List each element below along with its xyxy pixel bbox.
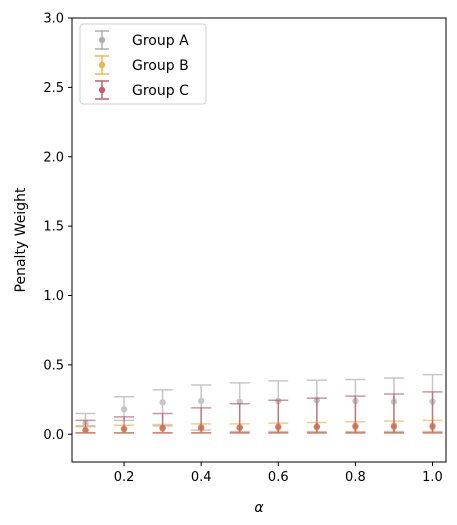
legend-item-group-b: Group B [95, 55, 189, 75]
chart-marks [75, 373, 443, 434]
y-tick-label: 2.0 [43, 150, 64, 165]
x-tick-label: 0.8 [345, 470, 366, 485]
x-tick-label: 0.4 [191, 470, 212, 485]
x-axis-title: α [254, 500, 264, 516]
data-point [313, 423, 321, 430]
data-point [197, 424, 205, 431]
data-point [236, 424, 243, 431]
legend-box [79, 23, 207, 105]
data-point [120, 425, 128, 432]
data-point [390, 422, 398, 430]
legend-item-group-a: Group A [95, 30, 189, 50]
data-point [429, 422, 436, 430]
series-group-c [75, 391, 443, 434]
legend-label: Group C [132, 83, 189, 99]
data-point [159, 424, 166, 432]
y-tick-label: 0.5 [43, 358, 64, 373]
data-point [82, 426, 89, 434]
legend-point [98, 61, 106, 69]
legend-label: Group B [132, 58, 189, 74]
x-tick-label: 0.2 [114, 470, 135, 485]
data-point [159, 399, 166, 406]
data-point [197, 397, 205, 405]
x-tick-label: 0.6 [268, 470, 289, 485]
legend-marker [95, 80, 109, 100]
y-tick-label: 3.0 [43, 12, 64, 27]
y-tick-label: 1.0 [43, 289, 64, 304]
chart-legend: Group A Group B Group C [79, 23, 207, 105]
legend-item-group-c: Group C [95, 80, 189, 100]
legend-point [98, 36, 106, 44]
x-tick-label: 1.0 [422, 470, 443, 485]
legend-label: Group A [132, 33, 189, 49]
series-group-a [75, 373, 443, 433]
legend-marker [95, 30, 109, 50]
legend-marker [95, 55, 109, 75]
y-tick-label: 1.5 [43, 220, 64, 235]
data-point [120, 406, 128, 413]
data-point [275, 423, 282, 430]
plot-frame [71, 17, 447, 463]
data-point [352, 422, 359, 430]
chart-axes: 0.2 0.4 0.6 0.8 1.0 0.0 0.5 1.0 1.5 2.0 2.5 3.0 α Pen… [13, 12, 447, 516]
y-tick-label: 2.5 [43, 81, 64, 96]
y-axis-title: Penalty Weight [13, 187, 29, 292]
legend-point [98, 86, 106, 94]
y-tick-label: 0.0 [43, 428, 64, 443]
